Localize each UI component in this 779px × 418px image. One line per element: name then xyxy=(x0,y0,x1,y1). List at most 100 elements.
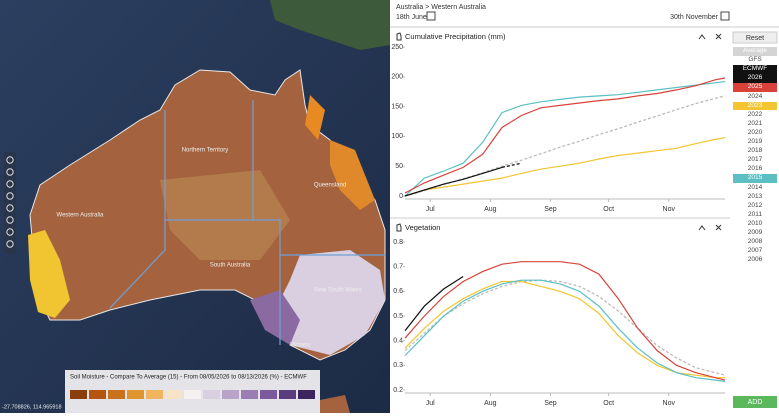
overlay-light xyxy=(275,250,385,355)
tool-icon[interactable] xyxy=(6,156,14,164)
series-line xyxy=(404,81,726,197)
y-tick-label: 0.5 xyxy=(393,313,403,320)
tool-icon[interactable] xyxy=(6,192,14,200)
y-tick-label: 50 xyxy=(395,163,403,170)
tool-icon[interactable] xyxy=(6,240,14,248)
legend-swatch xyxy=(260,390,277,399)
collapse-icon[interactable] xyxy=(698,34,706,40)
date-from[interactable]: 18th June xyxy=(396,14,427,21)
year-item[interactable]: Average xyxy=(733,47,777,56)
new-guinea xyxy=(270,0,390,50)
series-line xyxy=(404,279,726,376)
y-tick-label: 0.8 xyxy=(393,239,403,246)
legend-swatch xyxy=(70,390,87,399)
year-item[interactable]: 2007 xyxy=(747,247,763,255)
legend-swatch xyxy=(279,390,296,399)
drag-icon xyxy=(396,223,402,232)
x-tick-label: Jul xyxy=(426,206,435,213)
borders xyxy=(109,100,385,345)
series-line xyxy=(501,162,522,169)
y-tick-label: 0.7 xyxy=(393,264,403,271)
year-item[interactable]: 2012 xyxy=(747,201,763,209)
add-button[interactable] xyxy=(733,396,777,408)
legend-swatch xyxy=(184,390,201,399)
year-item[interactable]: ECMWF xyxy=(733,65,777,74)
year-item[interactable]: 2009 xyxy=(747,229,763,236)
year-item[interactable]: 2018 xyxy=(747,147,763,155)
overlay-orange xyxy=(330,140,375,210)
map-label: Western Australia xyxy=(57,213,105,219)
year-item[interactable]: 2026 xyxy=(733,74,777,83)
year-item[interactable]: 2024 xyxy=(747,92,763,100)
year-item[interactable]: 2022 xyxy=(747,110,763,118)
year-item[interactable]: 2010 xyxy=(747,219,763,227)
tool-icon[interactable] xyxy=(6,168,14,176)
legend-swatch xyxy=(146,390,163,399)
tool-icon[interactable] xyxy=(6,180,14,188)
tool-icon[interactable] xyxy=(6,204,14,212)
x-tick-label: Sep xyxy=(544,400,557,407)
y-tick-label: 0.6 xyxy=(393,288,403,295)
close-icon[interactable] xyxy=(715,224,722,231)
map-label: New South Wales xyxy=(314,288,361,294)
date-to[interactable]: 30th November xyxy=(670,14,719,21)
y-tick-label: 0.4 xyxy=(393,338,403,345)
coords: -27.708826, 114.965918 xyxy=(2,404,62,410)
series-line xyxy=(404,275,464,332)
close-icon[interactable] xyxy=(715,33,722,40)
legend-swatch xyxy=(298,390,315,399)
map-label: South Australia xyxy=(210,263,251,269)
year-item[interactable]: 2006 xyxy=(747,256,763,264)
tool-icon[interactable] xyxy=(6,216,14,224)
breadcrumb[interactable]: Australia > Western Australia xyxy=(396,4,486,11)
chart-title: Cumulative Precipitation (mm) xyxy=(405,32,506,41)
map-label: Northern Territory xyxy=(182,148,229,154)
year-item[interactable]: 2023 xyxy=(733,101,777,111)
series-line xyxy=(404,166,503,197)
add-label[interactable]: ADD xyxy=(748,399,763,406)
collapse-icon[interactable] xyxy=(698,225,706,231)
year-item[interactable]: 2017 xyxy=(747,156,763,164)
reset-button[interactable] xyxy=(732,31,778,44)
calendar-icon[interactable] xyxy=(720,11,730,21)
calendar-icon[interactable] xyxy=(426,11,436,21)
year-item[interactable]: 2015 xyxy=(733,174,777,183)
legend-swatch xyxy=(89,390,106,399)
overlay-yellow xyxy=(28,230,70,318)
x-tick-label: Oct xyxy=(603,206,614,213)
year-item[interactable]: 2013 xyxy=(747,192,763,200)
x-tick-label: Jul xyxy=(426,400,435,407)
x-tick-label: Aug xyxy=(484,206,497,213)
x-tick-label: Nov xyxy=(663,400,676,407)
series-line xyxy=(404,77,726,194)
legend-swatch xyxy=(241,390,258,399)
y-tick-label: 100 xyxy=(391,133,403,140)
x-tick-label: Aug xyxy=(484,400,497,407)
year-item[interactable]: GFS xyxy=(748,56,762,64)
panel xyxy=(390,0,779,413)
toolbar-bg xyxy=(4,152,16,254)
map-label: Victoria xyxy=(290,343,311,349)
y-tick-label: 0.2 xyxy=(393,387,403,394)
series-line xyxy=(404,279,726,382)
y-tick-label: 0 xyxy=(399,193,403,200)
overlay-purple xyxy=(250,290,300,345)
x-tick-label: Oct xyxy=(603,400,614,407)
year-item[interactable]: 2019 xyxy=(747,138,763,145)
year-item[interactable]: 2016 xyxy=(747,165,763,173)
year-item[interactable]: 2025 xyxy=(733,83,777,92)
year-item[interactable]: 2014 xyxy=(747,183,763,191)
desert xyxy=(160,170,290,260)
year-item[interactable]: 2021 xyxy=(747,119,763,127)
legend-swatch xyxy=(203,390,220,399)
series-line xyxy=(404,137,726,197)
reset-label[interactable]: Reset xyxy=(746,35,764,42)
year-item[interactable]: 2020 xyxy=(747,128,763,136)
tool-icon[interactable] xyxy=(6,228,14,236)
year-item[interactable]: 2011 xyxy=(748,210,762,218)
y-tick-label: 150 xyxy=(391,103,403,110)
year-item[interactable]: 2008 xyxy=(747,238,763,246)
legend-swatch xyxy=(222,390,239,399)
